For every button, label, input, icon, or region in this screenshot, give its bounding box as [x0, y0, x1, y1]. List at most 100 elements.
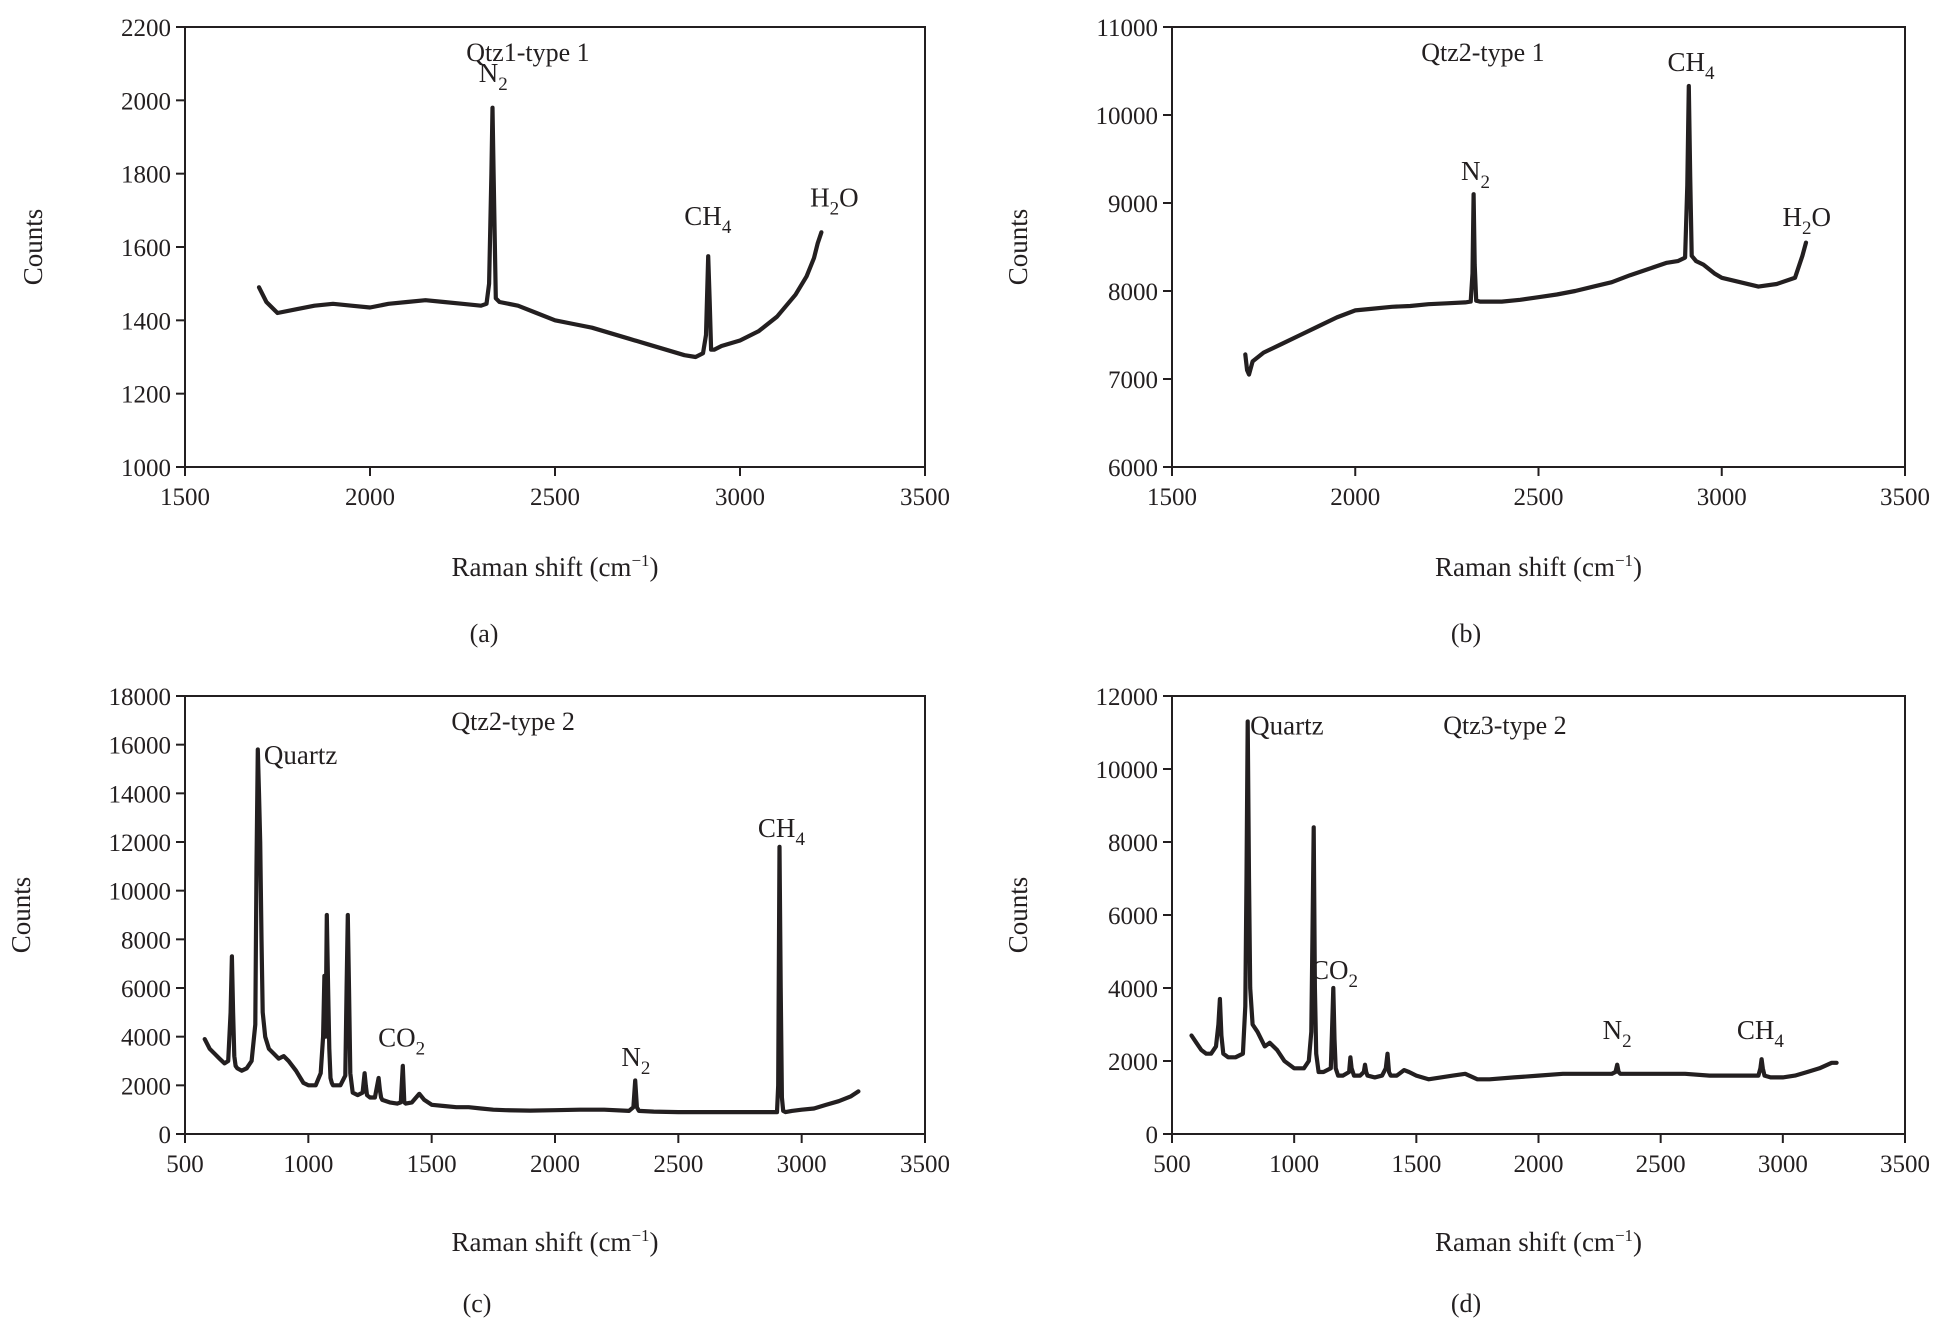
x-tick-label: 2500: [653, 1151, 703, 1178]
y-tick-label: 7000: [1108, 367, 1158, 394]
x-tick-label: 3000: [715, 484, 765, 511]
y-axis-title: Counts: [1003, 209, 1033, 286]
y-tick-label: 6000: [121, 976, 171, 1003]
y-tick-label: 6000: [1108, 455, 1158, 482]
peak-annotation: N2: [621, 1042, 650, 1079]
y-tick-label: 8000: [121, 927, 171, 954]
y-tick-label: 16000: [109, 733, 172, 760]
x-tick-label: 1500: [160, 484, 210, 511]
x-tick-label: 3500: [900, 484, 950, 511]
peak-annotation-main: CH: [1737, 1015, 1775, 1045]
peak-annotation-main: Quartz: [264, 740, 337, 770]
peak-annotation-subscript: 2: [1480, 172, 1490, 193]
peak-annotation-subscript: 2: [641, 1058, 651, 1079]
panel-c: 500 1000 1500 2000 2500 3000 3500 0 2000 4000 6000…: [6, 684, 950, 1318]
panel-a: 1500 2000 2500 3000 3500 1000 1200 1400 1600 1800…: [18, 15, 950, 648]
x-axis-title-main: Raman shift (cm: [451, 552, 631, 582]
peak-annotation-subscript: 4: [1705, 63, 1715, 84]
peak-annotation-subscript: 2: [498, 74, 508, 95]
panel-title: Qtz1-type 1: [466, 38, 589, 67]
y-tick-label: 2000: [121, 88, 171, 115]
y-axis-title: Counts: [6, 877, 36, 954]
peak-annotation-subscript: 2: [830, 199, 840, 220]
panel-label: (d): [1451, 1289, 1481, 1318]
peak-annotation: CH4: [684, 201, 732, 238]
y-tick-label: 10000: [109, 879, 172, 906]
x-tick-label: 3000: [1758, 1151, 1808, 1178]
x-axis-title: Raman shift (cm−1): [451, 1226, 658, 1257]
spectrum-line: [1189, 719, 1839, 1082]
y-axis-title: Counts: [18, 209, 48, 286]
peak-annotation: N2: [479, 58, 508, 95]
y-tick-label: 1000: [121, 455, 171, 482]
peak-annotation: CO2: [1311, 955, 1358, 992]
y-tick-label: 10000: [1096, 103, 1159, 130]
x-axis-title: Raman shift (cm−1): [1435, 551, 1642, 582]
x-axis-title-superscript: −1: [1615, 551, 1633, 570]
x-tick-label: 1000: [283, 1151, 333, 1178]
peak-annotation: N2: [1603, 1015, 1632, 1052]
y-tick-label: 8000: [1108, 830, 1158, 857]
peak-annotation: Quartz: [1250, 710, 1323, 740]
x-tick-label: 2500: [1514, 484, 1564, 511]
peak-annotation-main: CH: [684, 201, 722, 231]
panel-d: 500 1000 1500 2000 2500 3000 3500 0 2000 4000 6000…: [1003, 684, 1930, 1318]
peak-annotation-subscript: 2: [416, 1038, 426, 1059]
x-tick-label: 3500: [1880, 1151, 1930, 1178]
y-axis-title: Counts: [1003, 877, 1033, 954]
y-tick-label: 1400: [121, 308, 171, 335]
y-tick-label: 14000: [109, 781, 172, 808]
x-tick-label: 3000: [777, 1151, 827, 1178]
peak-annotation-subscript: 2: [1622, 1031, 1632, 1052]
panel-title: Qtz2-type 1: [1421, 38, 1544, 67]
peak-annotation-subscript: 4: [1774, 1031, 1784, 1052]
peak-annotation: H2O: [1783, 202, 1832, 239]
x-axis-title-superscript: −1: [631, 1226, 649, 1245]
plot-frame: [1171, 695, 1906, 1135]
peak-annotation-subscript: 2: [1348, 971, 1358, 992]
peak-annotation-subscript: 4: [795, 829, 805, 850]
plot-frame: [184, 26, 926, 468]
y-tick-label: 2000: [1108, 1049, 1158, 1076]
y-tick-label: 8000: [1108, 279, 1158, 306]
x-axis-title-close: ): [1633, 1227, 1642, 1257]
x-tick-label: 500: [1153, 1151, 1191, 1178]
y-tick-label: 9000: [1108, 191, 1158, 218]
x-tick-label: 3500: [900, 1151, 950, 1178]
x-tick-label: 1500: [1147, 484, 1197, 511]
spectrum-line: [1243, 83, 1809, 377]
x-tick-label: 2000: [1330, 484, 1380, 511]
spectrum-line: [202, 747, 861, 1115]
peak-annotation-main: N: [479, 58, 499, 88]
y-tick-label: 1200: [121, 382, 171, 409]
peak-annotation-main: CH: [758, 813, 796, 843]
x-tick-label: 2500: [1636, 1151, 1686, 1178]
x-axis-title-close: ): [1633, 552, 1642, 582]
peak-annotation: CO2: [378, 1022, 425, 1059]
peak-annotation: CH4: [1667, 47, 1715, 84]
x-axis-title-close: ): [650, 1227, 659, 1257]
x-axis-title-main: Raman shift (cm: [451, 1227, 631, 1257]
x-tick-label: 1500: [1391, 1151, 1441, 1178]
peak-annotation: CH4: [758, 813, 806, 850]
peak-annotation-suffix: O: [1812, 202, 1832, 232]
y-tick-label: 2200: [121, 15, 171, 42]
peak-annotation-main: N: [621, 1042, 641, 1072]
spectrum-line: [256, 105, 824, 360]
x-tick-label: 500: [166, 1151, 204, 1178]
x-tick-label: 1000: [1269, 1151, 1319, 1178]
peak-annotation-main: CO: [1311, 955, 1349, 985]
x-axis-title-superscript: −1: [1615, 1226, 1633, 1245]
peak-annotation-subscript: 2: [1802, 218, 1812, 239]
x-tick-label: 2000: [345, 484, 395, 511]
x-axis-title-main: Raman shift (cm: [1435, 552, 1615, 582]
x-axis-title-close: ): [650, 552, 659, 582]
panel-label: (c): [463, 1289, 492, 1318]
peak-annotation-main: CO: [378, 1022, 416, 1052]
peak-annotation-suffix: O: [839, 183, 859, 213]
x-axis-title-main: Raman shift (cm: [1435, 1227, 1615, 1257]
peak-annotation-main: H: [1783, 202, 1803, 232]
panel-label: (b): [1451, 619, 1481, 648]
y-tick-label: 4000: [1108, 976, 1158, 1003]
